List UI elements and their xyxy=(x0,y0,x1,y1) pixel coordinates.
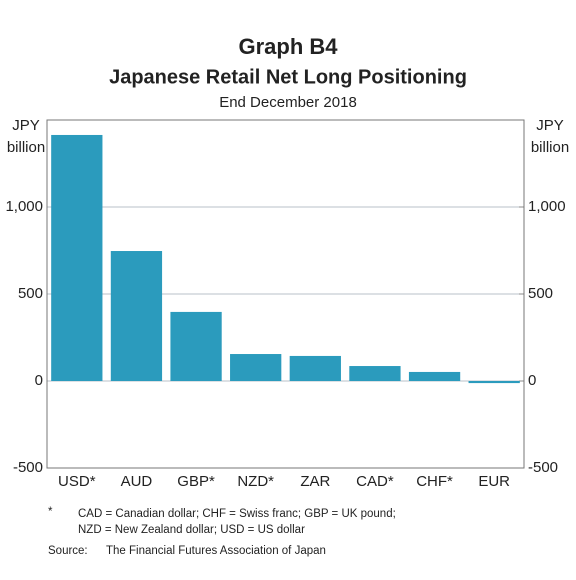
x-tick-label: ZAR xyxy=(300,473,330,490)
source-text: The Financial Futures Association of Jap… xyxy=(106,545,326,557)
bar xyxy=(110,251,163,381)
x-tick-label: AUD xyxy=(121,473,153,490)
bar xyxy=(349,366,401,381)
y-tick-label: 0 xyxy=(35,372,43,389)
y-unit: JPY xyxy=(12,117,40,134)
y2-tick-label: 500 xyxy=(528,285,553,302)
y2-tick-label: -500 xyxy=(528,459,558,476)
y-tick-label: 1,000 xyxy=(5,198,43,215)
bar xyxy=(468,381,520,384)
bar xyxy=(51,134,103,381)
x-tick-label: USD* xyxy=(58,473,96,490)
chart-title: Graph B4 xyxy=(238,34,338,59)
plot-frame xyxy=(46,119,525,469)
bar xyxy=(170,311,222,381)
y-tick-label: 500 xyxy=(18,285,43,302)
source-label: Source: xyxy=(48,545,88,557)
date-label: End December 2018 xyxy=(219,94,357,111)
y2-tick-label: 0 xyxy=(528,372,536,389)
y2-tick-label: 1,000 xyxy=(528,198,566,215)
y-tick-label: -500 xyxy=(13,459,43,476)
footnote-marker: * xyxy=(48,506,53,518)
x-tick-label: CAD* xyxy=(356,473,394,490)
x-tick-label: CHF* xyxy=(416,473,453,490)
footnote-line: CAD = Canadian dollar; CHF = Swiss franc… xyxy=(78,508,396,520)
y-unit: billion xyxy=(7,139,45,156)
chart-subtitle: Japanese Retail Net Long Positioning xyxy=(109,66,467,88)
y2-unit: JPY xyxy=(536,117,564,134)
bar xyxy=(230,354,282,381)
x-tick-label: NZD* xyxy=(237,473,274,490)
footnote-line: NZD = New Zealand dollar; USD = US dolla… xyxy=(78,524,305,536)
x-tick-label: EUR xyxy=(478,473,510,490)
bar xyxy=(408,371,461,381)
bar xyxy=(289,355,341,381)
x-tick-label: GBP* xyxy=(177,473,215,490)
y2-unit: billion xyxy=(531,139,569,156)
